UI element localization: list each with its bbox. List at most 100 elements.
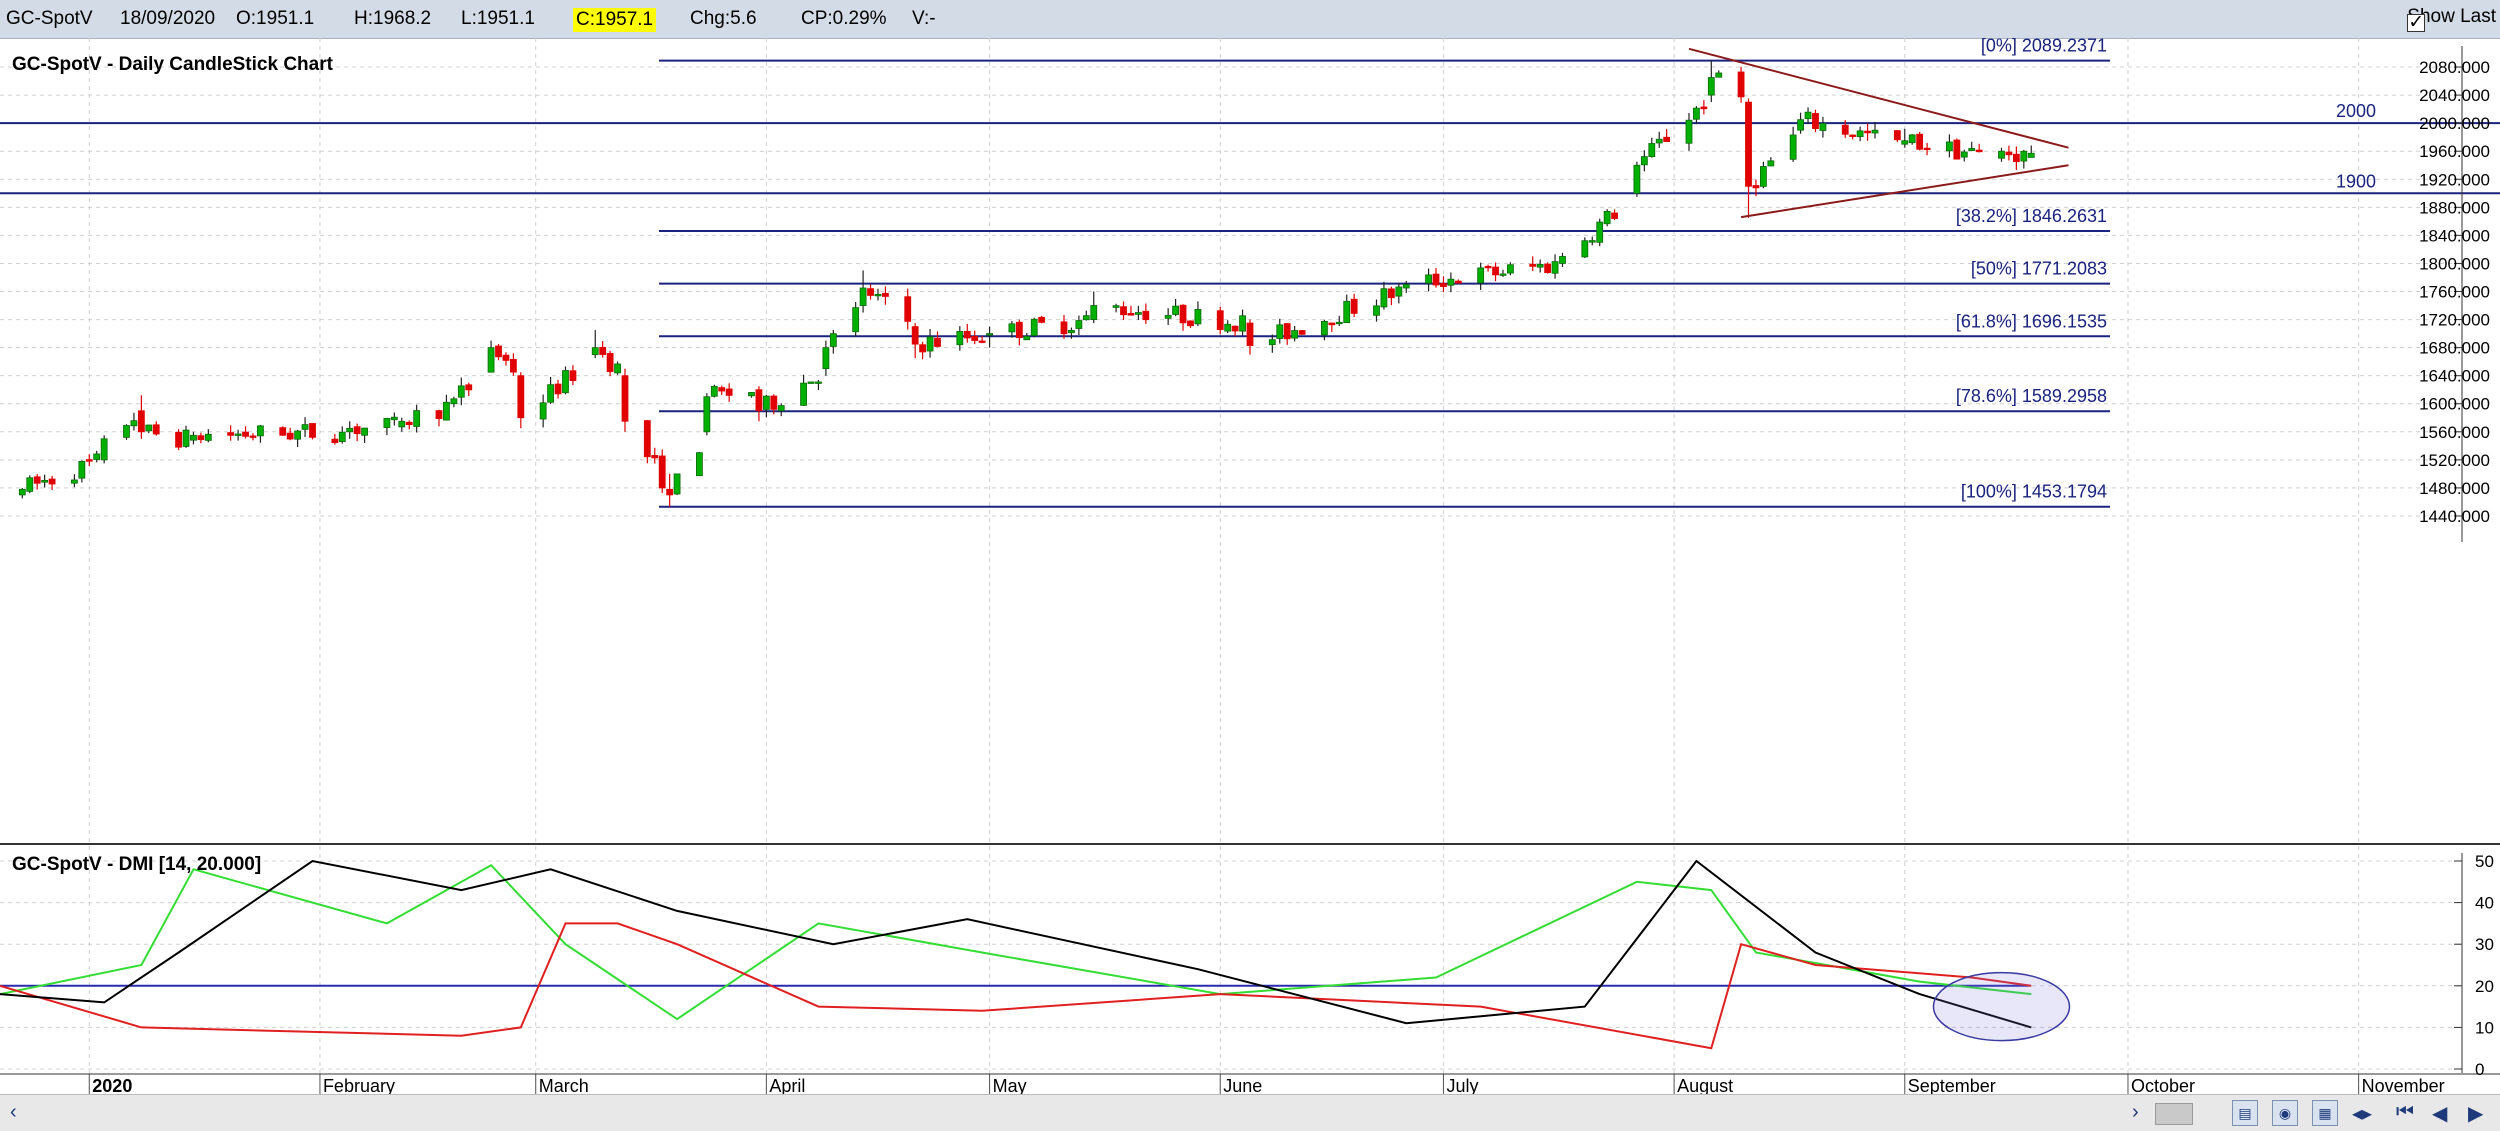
candle	[1633, 161, 1641, 197]
show-last-toggle[interactable]: ✓ Show Last	[2407, 6, 2496, 32]
candle-body	[978, 340, 986, 343]
first-icon[interactable]: ⏮	[2396, 1101, 2414, 1123]
candle-body	[1998, 150, 2005, 159]
candle	[26, 475, 34, 494]
candle	[257, 424, 264, 443]
candle	[770, 394, 778, 415]
scrollbar-thumb[interactable]	[2155, 1103, 2193, 1125]
candle-body	[2005, 151, 2013, 156]
candle-body	[1804, 111, 1812, 120]
candle	[1343, 294, 1351, 324]
candle-body	[1596, 221, 1604, 243]
candle	[1298, 329, 1306, 335]
candle-body	[1015, 321, 1023, 339]
high-label: H:1968.2	[354, 8, 432, 29]
candle	[1112, 303, 1120, 313]
print-icon[interactable]: ▦	[2312, 1100, 2338, 1126]
candle-body	[443, 401, 450, 421]
candle	[1819, 116, 1827, 138]
candle-body	[777, 405, 785, 412]
candle	[48, 475, 56, 490]
scroll-left-icon[interactable]: ‹	[10, 1101, 17, 1123]
candle	[1321, 319, 1328, 341]
change-pct-label: CP:0.29%	[801, 8, 887, 29]
candle	[286, 427, 294, 441]
candle	[1246, 319, 1254, 355]
candle	[1335, 315, 1343, 326]
candle	[1908, 133, 1916, 145]
x-tick-label: November	[2362, 1076, 2445, 1094]
candle-body	[197, 435, 205, 441]
candle	[1923, 142, 1931, 156]
candle-body	[1432, 273, 1440, 286]
candle	[1276, 318, 1284, 344]
candle-body	[547, 384, 554, 403]
candle-body	[33, 476, 41, 484]
candle-body	[1759, 166, 1767, 187]
save-icon[interactable]: ▤	[2232, 1100, 2258, 1126]
price-tick-label: 1880.000	[2419, 198, 2490, 217]
candle	[919, 341, 927, 360]
candle-body	[457, 385, 465, 398]
candle-body	[1120, 306, 1127, 316]
candle	[1164, 308, 1172, 325]
chart-area[interactable]: 2000 1900 [0%] 2089.2371 [38.2%] 1846.2631 […	[0, 38, 2500, 1094]
previous-icon[interactable]: ◀	[2432, 1103, 2448, 1125]
x-tick-label: September	[1908, 1076, 1996, 1094]
candle-body	[1030, 318, 1038, 336]
candle	[1841, 120, 1849, 138]
candle	[1603, 209, 1611, 227]
candle-body	[1328, 322, 1336, 326]
candle	[1402, 280, 1410, 293]
candle-body	[1224, 323, 1232, 332]
candle	[1655, 131, 1663, 148]
candle	[1685, 112, 1693, 151]
candle	[621, 368, 629, 432]
candle-body	[1946, 141, 1953, 152]
expand-icon[interactable]: ◂▸	[2352, 1103, 2373, 1125]
zoom-icon[interactable]: ◉	[2272, 1100, 2298, 1126]
price-tick-label: 1520.000	[2419, 451, 2490, 470]
candle-body	[1871, 129, 1879, 134]
scroll-right-icon[interactable]: ›	[2132, 1101, 2139, 1123]
next-icon[interactable]: ▶	[2468, 1103, 2484, 1125]
candle-body	[1387, 288, 1395, 299]
x-tick-label: August	[1677, 1076, 1733, 1094]
candle-body	[1551, 261, 1559, 274]
candle	[242, 426, 249, 439]
candle	[904, 288, 912, 330]
candle-body	[1492, 266, 1499, 276]
dmi-series-di	[0, 863, 2032, 1021]
candle	[1492, 262, 1499, 282]
candle-body	[1246, 322, 1254, 346]
candle-body	[309, 423, 316, 438]
candle	[911, 323, 919, 359]
candle	[1060, 315, 1068, 339]
candle	[1715, 70, 1723, 78]
grid	[0, 38, 2462, 1094]
checkbox-icon[interactable]: ✓	[2407, 12, 2426, 33]
candle-body	[1454, 280, 1462, 284]
candle	[1484, 264, 1492, 272]
candle	[1797, 112, 1804, 134]
candle	[963, 323, 971, 343]
candle	[755, 386, 763, 422]
candle-body	[1611, 212, 1618, 219]
candle	[301, 417, 309, 438]
x-tick-label: March	[539, 1076, 589, 1094]
level-label: 2000	[2336, 101, 2376, 121]
price-tick-label: 2080.000	[2419, 58, 2490, 77]
candle-body	[145, 424, 153, 432]
candle-body	[2027, 152, 2035, 158]
candle	[1291, 325, 1299, 342]
candle-body	[1068, 329, 1075, 334]
price-tick-label: 1680.000	[2419, 339, 2490, 358]
candle	[361, 427, 368, 443]
candle	[1447, 272, 1455, 293]
candle-body	[1648, 143, 1656, 158]
candle-body	[867, 288, 874, 296]
candle	[1127, 305, 1135, 316]
candle	[2020, 149, 2028, 169]
candle-body	[1298, 330, 1306, 335]
candle	[1693, 106, 1700, 124]
